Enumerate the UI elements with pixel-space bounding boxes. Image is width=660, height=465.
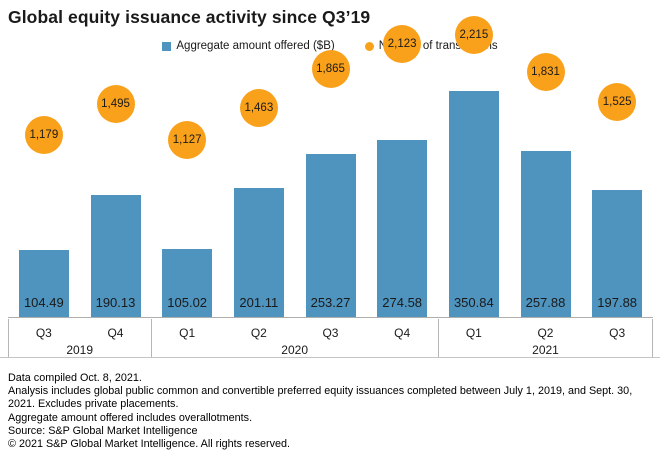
bar — [233, 188, 284, 317]
bar — [162, 249, 213, 317]
transactions-point: 1,127 — [168, 120, 207, 159]
bar-value-label: 257.88 — [525, 295, 566, 310]
bar — [520, 151, 571, 317]
transactions-point: 2,123 — [383, 24, 422, 63]
legend-item-aggregate-amount: Aggregate amount offered ($B) — [162, 40, 335, 52]
quarter-label: Q4 — [394, 326, 411, 340]
bar-series-swatch-icon — [162, 41, 172, 51]
legend-label: Aggregate amount offered ($B) — [176, 40, 335, 52]
transactions-point: 1,495 — [96, 85, 135, 124]
quarter-label: Q1 — [179, 326, 196, 340]
axis-tick — [151, 319, 153, 357]
bar — [90, 195, 141, 317]
quarter-label: Q4 — [107, 326, 124, 340]
transactions-point-label: 2,123 — [387, 37, 417, 50]
transactions-point-label: 2,215 — [459, 28, 489, 41]
footnote-line: Data compiled Oct. 8, 2021. — [8, 372, 142, 384]
plot-area: 104.49 1,179 190.13 1,495 105.02 1,127 201.11 1… — [8, 15, 653, 318]
bar — [592, 190, 643, 317]
bar-value-label: 350.84 — [453, 295, 494, 310]
transactions-point: 1,865 — [311, 49, 350, 88]
transactions-point: 1,179 — [24, 115, 63, 154]
axis-tick — [652, 319, 653, 357]
bar — [18, 250, 69, 317]
axis-bottom-line — [0, 357, 660, 358]
quarter-label: Q2 — [537, 326, 554, 340]
transactions-point-label: 1,525 — [602, 95, 632, 108]
transactions-point: 1,831 — [526, 53, 565, 92]
bar-value-label: 105.02 — [167, 295, 208, 310]
transactions-point-label: 1,831 — [531, 66, 560, 79]
transactions-point-label: 1,463 — [244, 101, 274, 114]
footnotes: Data compiled Oct. 8, 2021. Analysis incl… — [8, 372, 654, 451]
axis-tick — [438, 319, 439, 357]
year-label: 2020 — [281, 343, 308, 357]
bar-value-label: 104.49 — [23, 295, 64, 310]
year-label: 2021 — [532, 343, 559, 357]
quarter-label: Q2 — [250, 326, 267, 340]
footnote-line: © 2021 S&P Global Market Intelligence. A… — [8, 438, 291, 451]
bar-value-label: 274.58 — [382, 295, 423, 310]
transactions-point-label: 1,865 — [316, 62, 345, 75]
transactions-point-label: 1,495 — [101, 98, 130, 111]
x-axis: Q3 Q4 Q1 Q2 Q3 Q4 Q1 Q2 Q3 2019 2020 2021 — [0, 319, 660, 358]
bar — [377, 140, 428, 317]
footnote-line: Aggregate amount offered includes overal… — [8, 411, 253, 424]
transactions-point: 1,463 — [239, 88, 278, 127]
year-label: 2019 — [66, 343, 94, 357]
bar-value-label: 201.11 — [239, 295, 279, 310]
axis-tick — [8, 319, 9, 357]
transactions-point: 1,525 — [598, 82, 637, 121]
transactions-point-label: 1,127 — [172, 133, 202, 146]
bar-value-label: 190.13 — [95, 295, 136, 310]
chart-title: Global equity issuance activity since Q3… — [8, 7, 371, 27]
bar — [305, 154, 356, 317]
quarter-label: Q1 — [465, 326, 482, 340]
quarter-label: Q3 — [35, 326, 52, 340]
quarter-label: Q3 — [322, 326, 339, 340]
bar — [448, 91, 499, 317]
transactions-point-label: 1,179 — [29, 128, 59, 141]
quarter-label: Q3 — [609, 326, 626, 340]
footnote-line: Analysis includes global public common a… — [8, 385, 633, 411]
point-series-swatch-icon — [364, 41, 374, 51]
bar-value-label: 253.27 — [310, 295, 351, 310]
transactions-point: 2,215 — [454, 15, 493, 54]
bar-value-label: 197.88 — [597, 295, 638, 310]
footnote-line: Source: S&P Global Market Intelligence — [8, 424, 198, 437]
